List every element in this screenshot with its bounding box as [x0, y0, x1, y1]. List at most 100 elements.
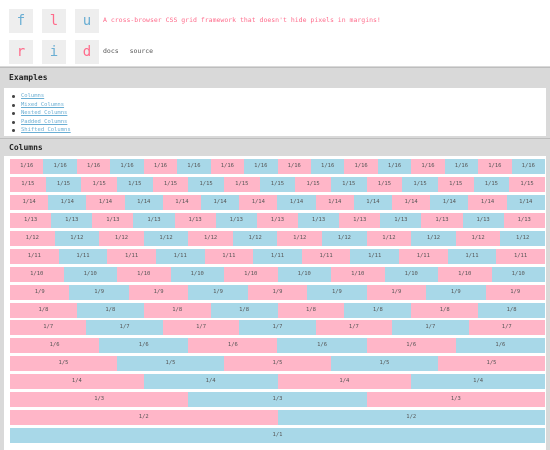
- column-cell: 1/15: [81, 176, 117, 192]
- column-cell: 1/9: [366, 284, 427, 300]
- column-cell: 1/7: [315, 320, 393, 336]
- column-cell: 1/14: [86, 194, 125, 210]
- column-cell: 1/11: [204, 248, 254, 264]
- column-cell: 1/14: [392, 194, 431, 210]
- docs-link[interactable]: docs: [103, 47, 119, 55]
- column-cell: 1/1: [10, 428, 545, 444]
- column-cell: 1/10: [438, 266, 492, 282]
- column-row: 1/2 1/2: [10, 410, 545, 426]
- column-cell: 1/5: [10, 356, 117, 372]
- column-cell: 1/13: [133, 212, 175, 228]
- column-cell: 1/12: [99, 230, 144, 246]
- column-row: 1/1: [10, 428, 545, 444]
- column-cell: 1/11: [107, 248, 156, 264]
- column-cell: 1/13: [380, 212, 422, 228]
- logo-tile: u: [75, 9, 99, 33]
- column-row: 1/5 1/5 1/5 1/5 1/5: [10, 356, 545, 372]
- column-cell: 1/7: [10, 320, 87, 336]
- header-nav: docs source: [103, 47, 160, 55]
- column-cell: 1/15: [223, 176, 260, 192]
- example-link-padded-columns[interactable]: Padded Columns: [12, 118, 71, 127]
- column-cell: 1/4: [10, 374, 144, 390]
- column-cell: 1/8: [76, 302, 144, 318]
- logo-tile: d: [75, 40, 99, 64]
- column-cell: 1/15: [188, 176, 224, 192]
- column-row: 1/6 1/6 1/6 1/6 1/6 1/6: [10, 338, 545, 354]
- column-row: 1/9 1/9 1/9 1/9 1/9 1/9 1/9 1/9 1/9: [10, 284, 545, 300]
- column-cell: 1/15: [473, 176, 510, 192]
- column-cell: 1/14: [48, 194, 87, 210]
- column-cell: 1/16: [177, 159, 211, 174]
- columns-panel: 1/16 1/16 1/16 1/16 1/16 1/16 1/16 1/16 1/16 1/16…: [4, 156, 546, 450]
- column-cell: 1/11: [301, 248, 351, 264]
- column-cell: 1/13: [92, 212, 134, 228]
- column-cell: 1/13: [10, 212, 52, 228]
- column-cell: 1/12: [500, 230, 545, 246]
- column-cell: 1/16: [110, 159, 144, 174]
- column-cell: 1/5: [224, 356, 331, 372]
- example-link-shifted-columns[interactable]: Shifted Columns: [12, 126, 71, 135]
- column-cell: 1/14: [124, 194, 163, 210]
- column-cell: 1/13: [174, 212, 216, 228]
- column-cell: 1/9: [307, 284, 367, 300]
- column-cell: 1/2: [277, 410, 545, 426]
- column-cell: 1/9: [10, 284, 70, 300]
- example-link-mixed-columns[interactable]: Mixed Columns: [12, 101, 71, 110]
- column-cell: 1/14: [201, 194, 240, 210]
- column-cell: 1/10: [63, 266, 117, 282]
- examples-list: Columns Mixed Columns Nested Columns Pad…: [12, 92, 71, 135]
- column-cell: 1/14: [239, 194, 278, 210]
- column-cell: 1/6: [99, 338, 189, 354]
- column-cell: 1/16: [43, 159, 77, 174]
- column-cell: 1/10: [491, 266, 545, 282]
- example-link-columns[interactable]: Columns: [12, 92, 71, 101]
- example-link-label: Nested Columns: [21, 110, 68, 116]
- column-cell: 1/12: [143, 230, 189, 246]
- logo-tile: l: [42, 9, 66, 33]
- example-link-nested-columns[interactable]: Nested Columns: [12, 109, 71, 118]
- column-cell: 1/11: [58, 248, 108, 264]
- column-cell: 1/16: [511, 159, 545, 174]
- column-cell: 1/13: [256, 212, 298, 228]
- column-cell: 1/13: [503, 212, 545, 228]
- column-cell: 1/16: [277, 159, 311, 174]
- column-cell: 1/10: [277, 266, 331, 282]
- column-cell: 1/15: [152, 176, 189, 192]
- column-cell: 1/13: [421, 212, 463, 228]
- column-cell: 1/16: [143, 159, 178, 174]
- column-cell: 1/15: [366, 176, 403, 192]
- column-cell: 1/16: [310, 159, 345, 174]
- column-cell: 1/16: [344, 159, 378, 174]
- column-cell: 1/10: [170, 266, 224, 282]
- column-cell: 1/12: [188, 230, 233, 246]
- column-cell: 1/11: [447, 248, 497, 264]
- column-cell: 1/13: [462, 212, 504, 228]
- column-cell: 1/11: [253, 248, 302, 264]
- divider: [0, 138, 550, 139]
- column-cell: 1/15: [330, 176, 367, 192]
- column-cell: 1/7: [162, 320, 240, 336]
- column-cell: 1/12: [10, 230, 55, 246]
- source-link[interactable]: source: [129, 47, 154, 55]
- column-cell: 1/7: [86, 320, 163, 336]
- examples-panel: Columns Mixed Columns Nested Columns Pad…: [4, 88, 546, 136]
- logo-tile: i: [42, 40, 66, 64]
- column-cell: 1/14: [10, 194, 49, 210]
- examples-heading: Examples: [9, 73, 48, 82]
- column-cell: 1/14: [162, 194, 202, 210]
- column-cell: 1/13: [339, 212, 381, 228]
- column-cell: 1/15: [116, 176, 153, 192]
- column-row: 1/10 1/10 1/10 1/10 1/10 1/10 1/10 1/10 1/10 1/10: [10, 266, 545, 282]
- column-cell: 1/15: [45, 176, 82, 192]
- column-cell: 1/9: [188, 284, 248, 300]
- column-cell: 1/9: [426, 284, 486, 300]
- column-cell: 1/8: [344, 302, 412, 318]
- column-cell: 1/4: [411, 374, 545, 390]
- column-cell: 1/11: [496, 248, 545, 264]
- column-row: 1/4 1/4 1/4 1/4: [10, 374, 545, 390]
- column-cell: 1/6: [277, 338, 367, 354]
- column-cell: 1/15: [437, 176, 474, 192]
- column-row: 1/16 1/16 1/16 1/16 1/16 1/16 1/16 1/16 1/16 1/16…: [10, 159, 545, 174]
- column-cell: 1/16: [210, 159, 245, 174]
- column-cell: 1/7: [468, 320, 545, 336]
